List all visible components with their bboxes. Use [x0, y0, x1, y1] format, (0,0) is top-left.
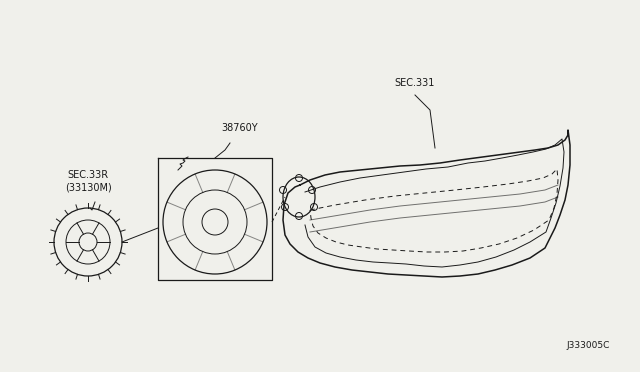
Text: SEC.331: SEC.331	[395, 78, 435, 88]
Text: J333005C: J333005C	[566, 341, 610, 350]
Text: 38760Y: 38760Y	[221, 123, 259, 133]
Text: SEC.33R
(33130M): SEC.33R (33130M)	[65, 170, 111, 192]
